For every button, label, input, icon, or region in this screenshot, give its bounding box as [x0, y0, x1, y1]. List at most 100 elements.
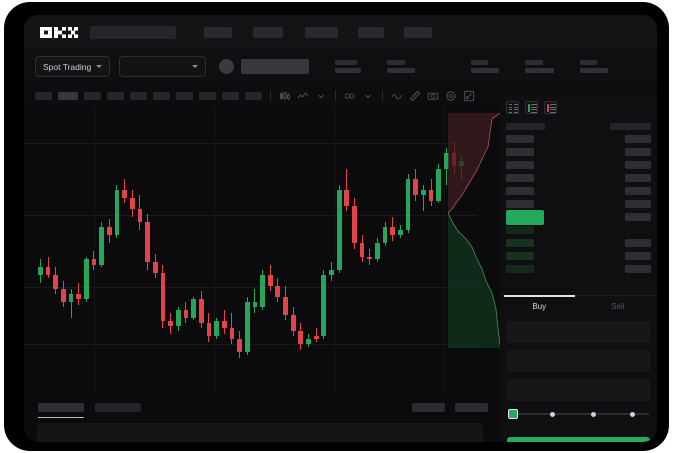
orderbook-bid-row[interactable]: [506, 265, 651, 273]
tab-buy-label: Buy: [532, 302, 547, 311]
search-input[interactable]: [90, 25, 176, 39]
orders-tab-open[interactable]: [38, 403, 84, 418]
candle: [160, 107, 166, 385]
camera-icon[interactable]: [427, 90, 439, 102]
slider-mark-75[interactable]: [630, 411, 635, 417]
candle: [152, 107, 158, 385]
total-field[interactable]: [507, 379, 650, 401]
nav-item-3[interactable]: [305, 26, 338, 38]
nav-item-4[interactable]: [358, 26, 384, 38]
candle-wick: [254, 288, 256, 313]
price-field[interactable]: [507, 321, 650, 343]
candle: [283, 107, 288, 385]
timeframe-button[interactable]: [199, 91, 216, 100]
orders-action-2[interactable]: [455, 403, 488, 412]
orders-tab-history[interactable]: [95, 403, 141, 412]
chevron-down-icon[interactable]: [362, 90, 374, 102]
candle-body: [382, 227, 388, 244]
timeframe-button[interactable]: [107, 91, 124, 100]
candle-body: [313, 336, 319, 340]
candle: [398, 107, 403, 385]
orderbook-bid-row[interactable]: [506, 239, 651, 247]
orderbook-bids-icon[interactable]: [525, 101, 538, 114]
okx-logo[interactable]: [40, 26, 78, 38]
indicator-icon[interactable]: [297, 90, 309, 102]
market-stat: [335, 60, 362, 73]
chevron-down-icon: [96, 65, 103, 68]
current-price-highlight: [506, 209, 544, 225]
orderbook-layout-toggles: [500, 95, 657, 119]
candle-body: [267, 275, 273, 286]
orderbook-ask-row[interactable]: [506, 200, 651, 208]
timeframe-button[interactable]: [222, 91, 239, 100]
tab-buy[interactable]: Buy: [500, 295, 579, 317]
candle-body: [160, 272, 166, 321]
candle-body: [237, 339, 242, 353]
coin-icon: [219, 59, 235, 74]
slider-mark-50[interactable]: [591, 411, 596, 417]
timeframe-button[interactable]: [245, 91, 262, 100]
orderbook-spread-row[interactable]: [506, 209, 651, 225]
candle-body: [298, 331, 304, 345]
amount-percent-slider[interactable]: [508, 408, 649, 420]
candle: [421, 107, 426, 385]
timeframe-button[interactable]: [84, 91, 101, 100]
timeframe-button[interactable]: [176, 91, 193, 100]
fullscreen-icon[interactable]: [463, 90, 475, 102]
nav-item-2[interactable]: [253, 26, 283, 38]
orderbook-bid-row[interactable]: [506, 226, 651, 234]
chevron-down-icon[interactable]: [315, 90, 327, 102]
settings-icon[interactable]: [445, 90, 457, 102]
candle-body: [83, 259, 89, 300]
orderbook-header: [506, 122, 651, 130]
orders-action-1[interactable]: [412, 403, 445, 412]
candle: [313, 107, 319, 385]
orderbook-asks-icon[interactable]: [544, 101, 557, 114]
candle: [405, 107, 411, 385]
candle-body: [214, 320, 219, 337]
candle: [114, 107, 120, 385]
nav-item-1[interactable]: [204, 26, 232, 38]
candle: [99, 107, 105, 385]
orderbook-ask-row[interactable]: [506, 161, 651, 169]
submit-buy-button[interactable]: [507, 437, 650, 442]
nav-item-5[interactable]: [404, 26, 432, 38]
candle: [38, 107, 43, 385]
candle-wick: [315, 328, 317, 342]
candle-body: [198, 299, 204, 324]
chart-toolbar: [24, 84, 657, 107]
trading-mode-label: Spot Trading: [43, 61, 92, 72]
orderbook-bid-row[interactable]: [506, 252, 651, 260]
candle: [329, 107, 334, 385]
timeframe-button-active[interactable]: [58, 91, 78, 100]
candle-wick: [369, 248, 371, 265]
candle-body: [114, 190, 120, 236]
orderbook-ask-row[interactable]: [506, 135, 651, 143]
market-stat: [525, 60, 555, 73]
candle-body: [436, 168, 442, 201]
candle-body: [221, 320, 227, 329]
slider-mark-25[interactable]: [550, 411, 555, 417]
line-chart-icon[interactable]: [391, 90, 403, 102]
timeframe-button[interactable]: [130, 91, 147, 100]
timeframe-button[interactable]: [153, 91, 170, 100]
ruler-icon[interactable]: [409, 90, 421, 102]
orderbook-list[interactable]: [500, 119, 657, 273]
candlestick-icon[interactable]: [279, 90, 291, 102]
price-chart[interactable]: [24, 107, 477, 395]
compare-icon[interactable]: [344, 90, 356, 102]
tab-sell[interactable]: Sell: [579, 296, 658, 317]
orderbook-ask-row[interactable]: [506, 148, 651, 156]
candle-body: [60, 288, 66, 302]
orderbook-ask-row[interactable]: [506, 187, 651, 195]
trading-mode-select[interactable]: Spot Trading: [35, 56, 111, 77]
candle-body: [122, 190, 127, 199]
amount-field[interactable]: [507, 350, 650, 372]
toolbar-divider: [270, 90, 271, 101]
orderbook-ask-row[interactable]: [506, 174, 651, 182]
trading-pair-select[interactable]: [119, 56, 207, 77]
orderbook-both-icon[interactable]: [506, 101, 519, 114]
slider-handle[interactable]: [508, 409, 518, 419]
timeframe-button[interactable]: [35, 91, 52, 100]
candle: [183, 107, 189, 385]
